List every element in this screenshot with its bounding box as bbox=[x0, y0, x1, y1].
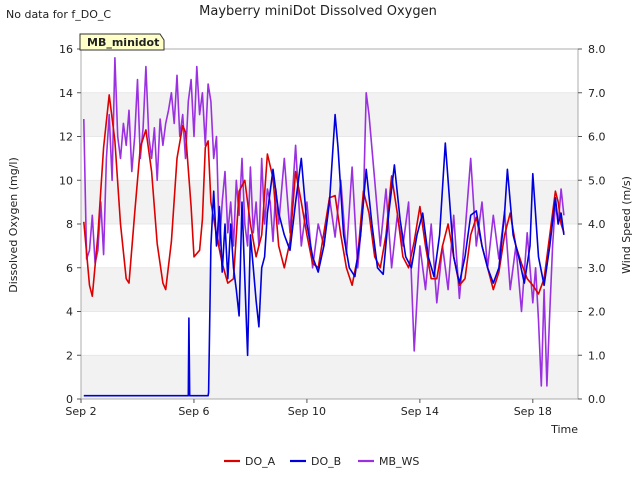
grid-band bbox=[81, 267, 578, 312]
x-tick-label: Sep 14 bbox=[401, 405, 439, 418]
y-tick-label-left: 8 bbox=[66, 218, 73, 231]
y-tick-label-right: 5.0 bbox=[588, 174, 606, 187]
y-tick-label-right: 6.0 bbox=[588, 131, 606, 144]
badge: MB_minidot bbox=[79, 33, 165, 51]
grid-band bbox=[81, 311, 578, 356]
chart-title: Mayberry miniDot Dissolved Oxygen bbox=[199, 4, 437, 19]
y-axis-right-label: Wind Speed (m/s) bbox=[620, 176, 633, 274]
no-data-note: No data for f_DO_C bbox=[6, 8, 111, 21]
y-tick-label-right: 4.0 bbox=[588, 218, 606, 231]
y-tick-label-left: 14 bbox=[59, 87, 73, 100]
grid-band bbox=[81, 49, 578, 93]
y-tick-label-right: 7.0 bbox=[588, 87, 606, 100]
legend: DO_A DO_B MB_WS bbox=[224, 455, 419, 468]
x-axis-label: Time bbox=[550, 423, 578, 436]
y-tick-label-right: 2.0 bbox=[588, 306, 606, 319]
y-axis-left-label: Dissolved Oxygen (mg/l) bbox=[7, 157, 20, 292]
x-tick-label: Sep 10 bbox=[288, 405, 326, 418]
x-tick-label: Sep 2 bbox=[65, 405, 96, 418]
series-line-mb-ws bbox=[83, 57, 565, 387]
y-tick-label-left: 6 bbox=[66, 262, 73, 275]
x-tick-label: Sep 18 bbox=[514, 405, 552, 418]
grid-band bbox=[81, 92, 578, 137]
series-line-do-b bbox=[83, 113, 565, 397]
y-tick-label-left: 4 bbox=[66, 306, 73, 319]
y-tick-label-right: 3.0 bbox=[588, 262, 606, 275]
y-tick-label-left: 0 bbox=[66, 393, 73, 406]
y-tick-label-right: 8.0 bbox=[588, 43, 606, 56]
x-axis: Sep 2 Sep 6 Sep 10 Sep 14 Sep 18 bbox=[65, 399, 552, 418]
y-tick-label-left: 2 bbox=[66, 349, 73, 362]
legend-label: DO_B bbox=[311, 455, 341, 468]
y-tick-label-left: 16 bbox=[59, 43, 73, 56]
y-tick-label-right: 0.0 bbox=[588, 393, 606, 406]
y-tick-label-left: 12 bbox=[59, 131, 73, 144]
x-tick-label: Sep 6 bbox=[178, 405, 209, 418]
y-tick-label-right: 1.0 bbox=[588, 349, 606, 362]
series-layer bbox=[83, 57, 565, 397]
y-tick-label-left: 10 bbox=[59, 174, 73, 187]
legend-label: DO_A bbox=[245, 455, 276, 468]
y-axis-left: 0 2 4 6 8 10 12 14 16 bbox=[59, 43, 81, 406]
y-axis-right: 0.0 1.0 2.0 3.0 4.0 5.0 6.0 7.0 8.0 bbox=[578, 43, 606, 406]
grid-band bbox=[81, 355, 578, 399]
badge-label: MB_minidot bbox=[87, 36, 159, 49]
legend-label: MB_WS bbox=[379, 455, 419, 468]
